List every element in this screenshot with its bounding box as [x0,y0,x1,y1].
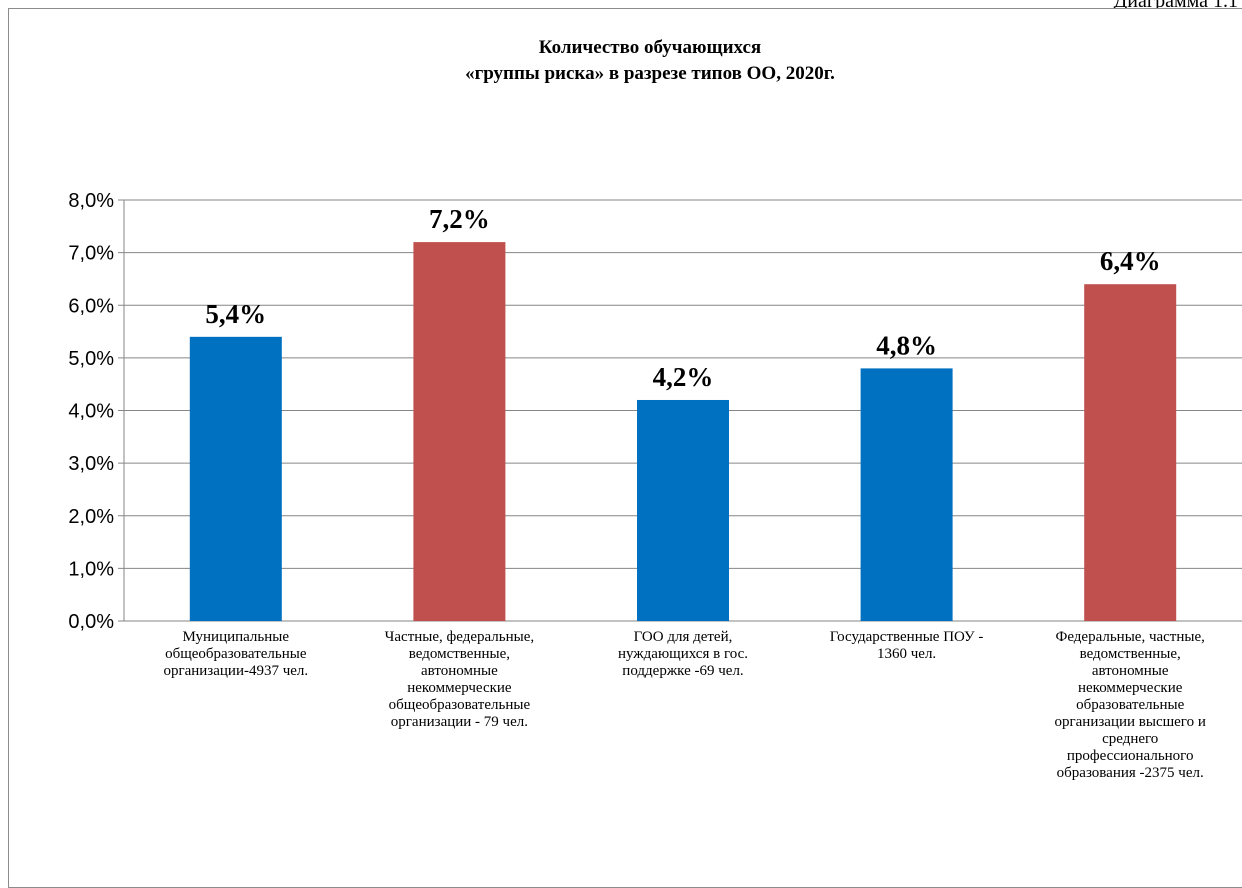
x-category-label-line: общеобразовательные [165,646,307,662]
x-category-label-line: Федеральные, частные, [1055,629,1205,645]
y-tick-label: 7,0% [68,243,114,265]
x-category-label-line: образовательные [1076,697,1185,713]
bar-value-label: 7,2% [429,204,490,234]
y-tick-label: 8,0% [68,190,114,212]
x-category-label-line: образования -2375 чел. [1056,765,1204,781]
bar-value-label: 6,4% [1100,246,1161,276]
x-category-label-line: некоммерческие [1077,680,1183,696]
y-tick-label: 6,0% [68,295,114,317]
x-category-label-line: ведомственные, [408,646,510,662]
y-tick-label: 1,0% [68,558,114,580]
x-category-label-line: поддержке -69 чел. [622,663,744,679]
x-category-label: Федеральные, частные, ведомственные, автон… [1025,629,1235,782]
x-category-label-line: профессионального [1066,748,1194,764]
bar-value-label: 4,8% [876,330,937,360]
chart-title-line-2: «группы риска» в разрезе типов ОО, 2020г… [465,63,835,84]
x-category-label-line: некоммерческие [407,680,512,696]
bar [189,336,282,621]
y-tick-label: 3,0% [68,453,114,475]
x-category-label-line: нуждающихся в гос. [617,646,749,662]
x-category-label: Муниципальные общеобразовательные организа… [131,629,341,680]
x-category-label-line: автономные [421,663,498,679]
x-category-label-line: Частные, федеральные, [384,629,535,645]
x-category-label-line: ведомственные, [1079,646,1181,662]
x-category-label-line: Государственные ПОУ - [829,629,984,645]
x-category-label-line: общеобразовательные [388,697,531,713]
x-category-label-line: организации-4937 чел. [163,663,309,679]
chart-title-line-1: Количество обучающихся [538,37,762,58]
x-category-label: Государственные ПОУ -1360 чел. [802,629,1012,663]
y-tick-label: 0,0% [68,611,114,633]
x-category-label-line: ГОО для детей, [633,629,733,645]
x-category-label-line: среднего [1102,731,1159,747]
bar [413,242,506,621]
x-category-label: ГОО для детей, нуждающихся в гос. поддержк… [578,629,788,680]
x-category-label-line: Муниципальные [182,629,290,645]
y-tick-label: 5,0% [68,348,114,370]
x-category-label-line: организации высшего и [1054,714,1206,730]
bar-value-label: 5,4% [205,299,266,329]
y-tick-label: 4,0% [68,401,114,423]
x-category-label-line: автономные [1091,663,1169,679]
bar-value-label: 4,2% [653,362,714,392]
bar [637,399,729,621]
x-category-label: Частные, федеральные, ведомственные, автон… [354,629,564,731]
bar [860,368,953,621]
bar [1084,284,1177,621]
y-tick-label: 2,0% [68,506,114,528]
x-category-label-line: 1360 чел. [877,646,937,662]
x-category-label-line: организации - 79 чел. [390,714,528,730]
